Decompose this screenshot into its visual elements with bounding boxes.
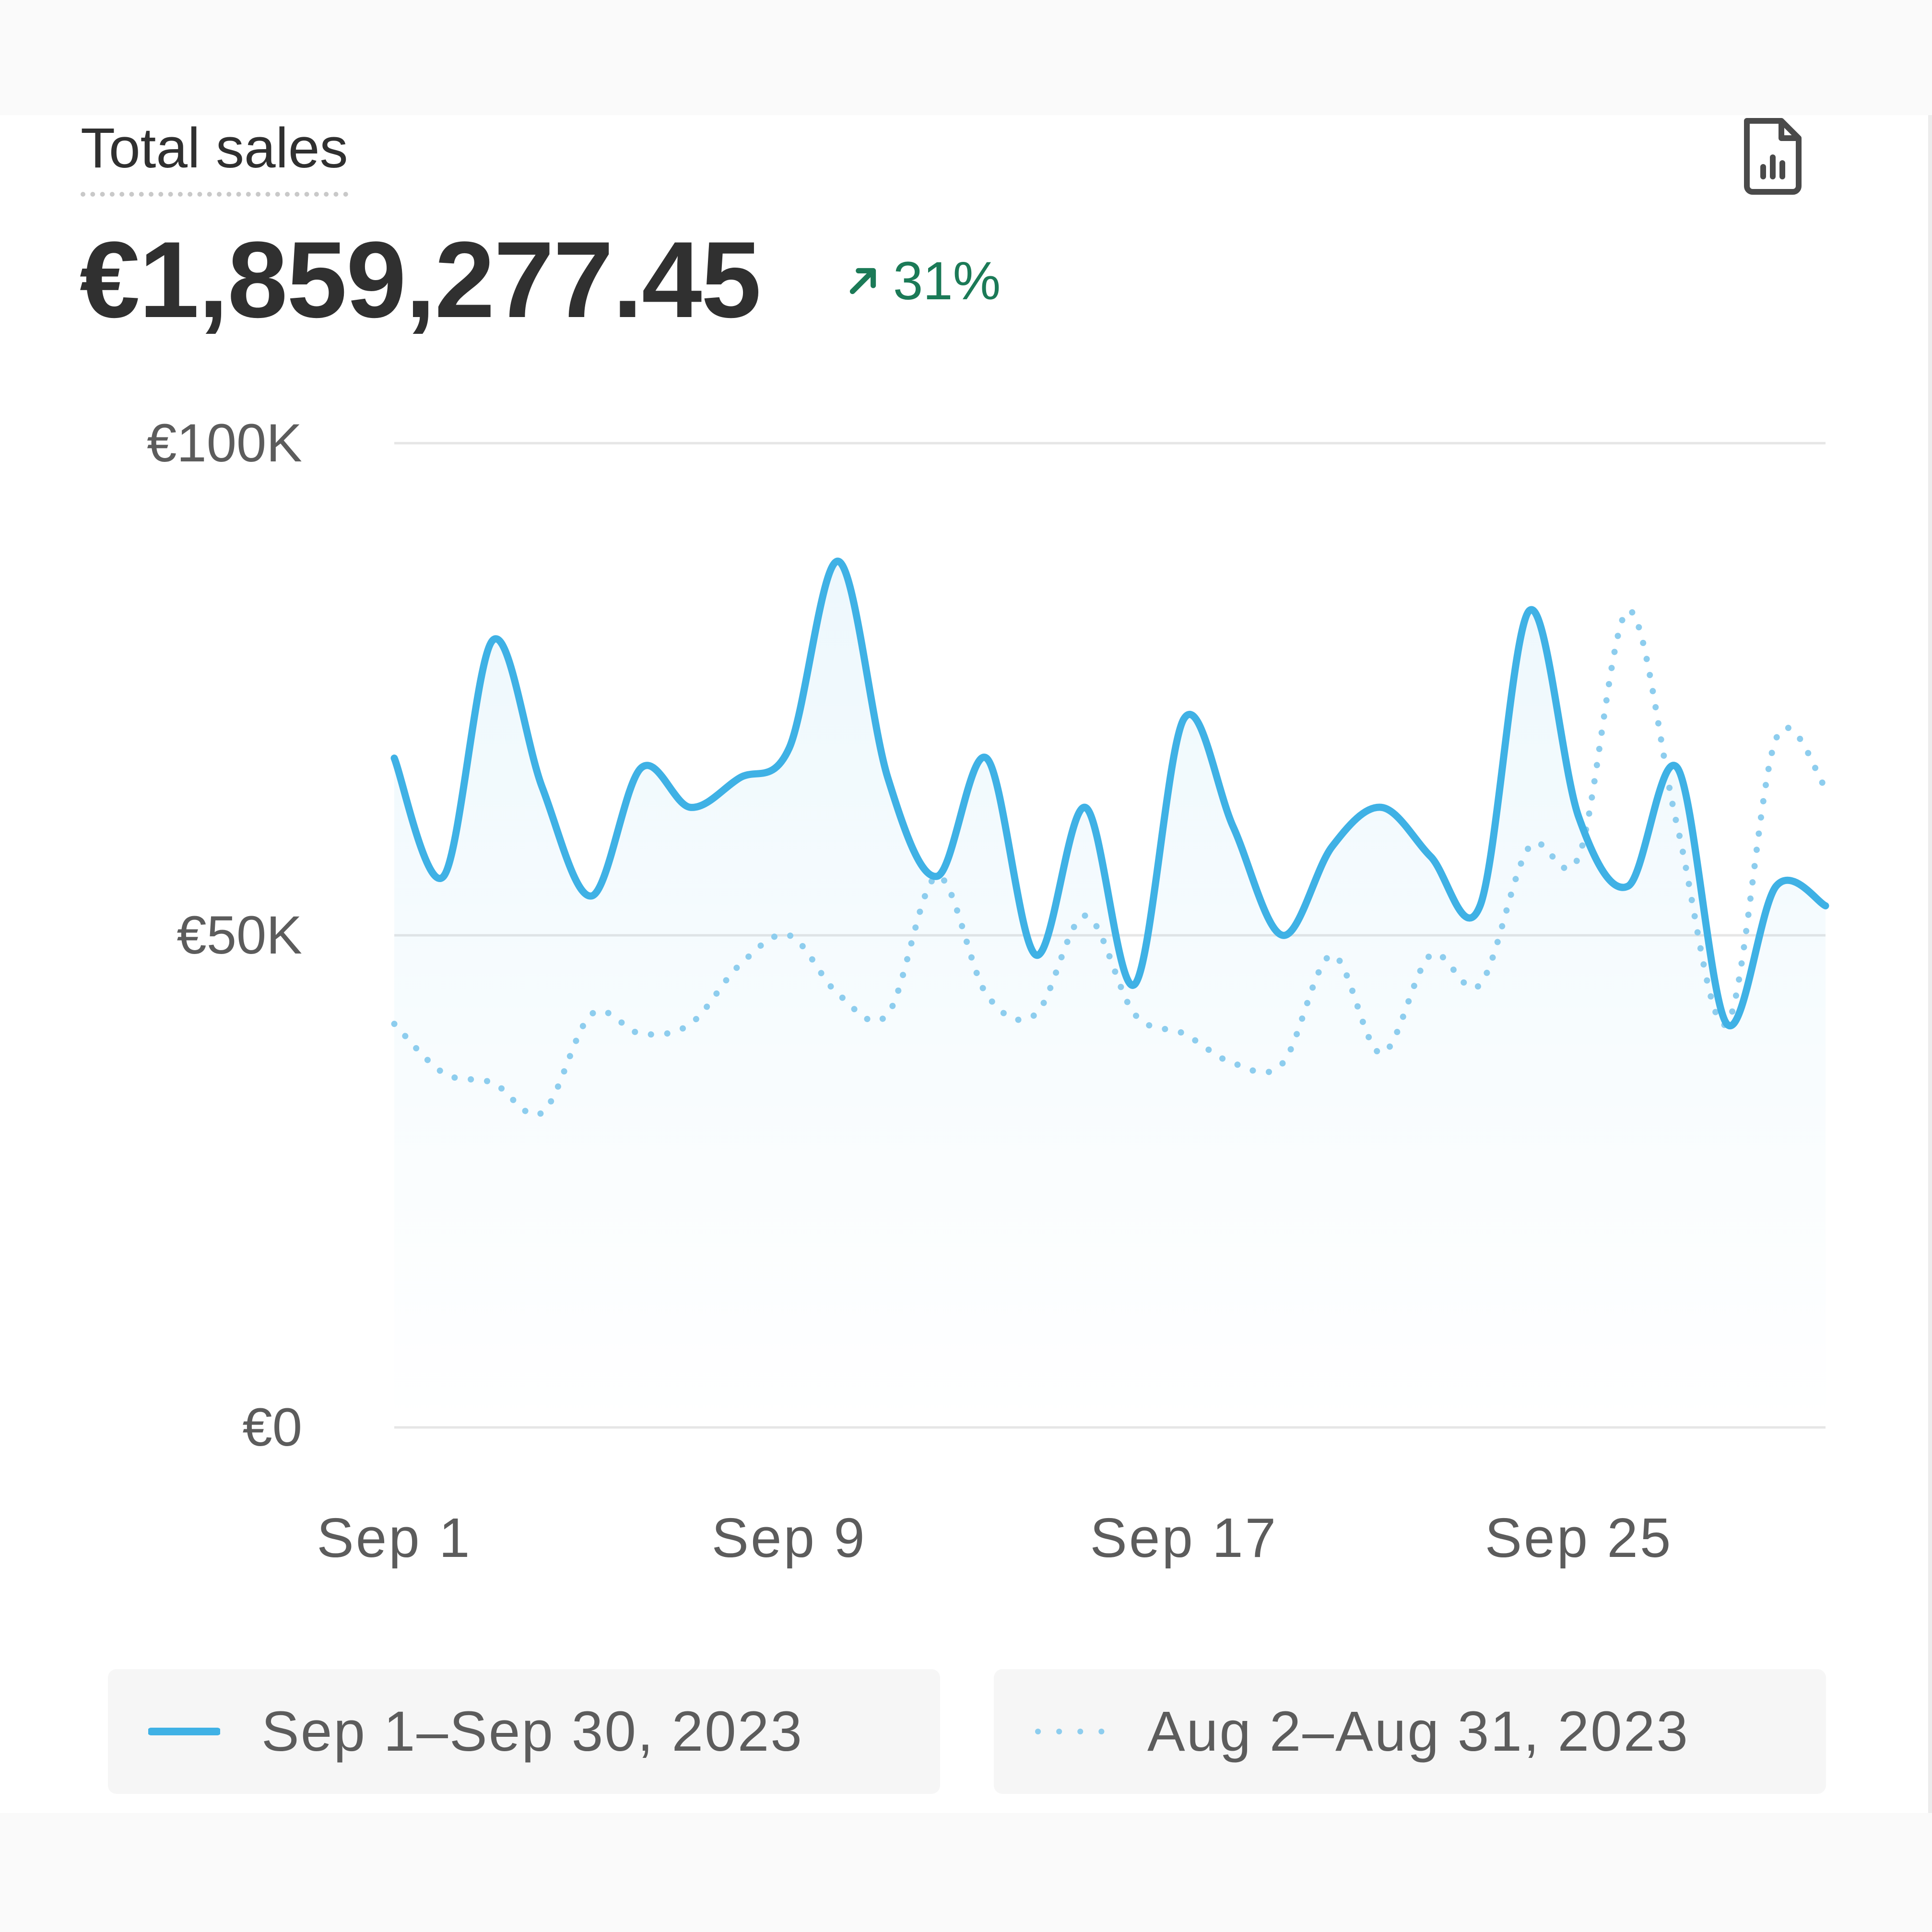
data-point-current	[1525, 606, 1534, 615]
data-point-comparison	[439, 1068, 448, 1078]
data-point-current	[784, 743, 794, 753]
data-point-current	[1179, 714, 1189, 724]
data-point-current	[834, 556, 843, 566]
legend-label-comparison: Aug 2–Aug 31, 2023	[1147, 1700, 1690, 1763]
data-point-current	[883, 773, 893, 783]
legend-item-comparison[interactable]: Aug 2–Aug 31, 2023	[994, 1669, 1826, 1794]
report-chart-icon[interactable]	[1739, 117, 1806, 196]
data-point-current	[1475, 901, 1485, 910]
data-point-current	[1821, 901, 1830, 910]
data-point-current	[1771, 881, 1781, 891]
data-point-current	[1228, 822, 1238, 832]
data-point-current	[1130, 980, 1139, 990]
data-point-comparison	[1377, 1048, 1386, 1058]
x-tick-label: Sep 25	[1485, 1507, 1673, 1569]
y-tick-label: €100K	[147, 413, 302, 473]
data-point-current	[685, 802, 695, 812]
series-line-comparison	[391, 607, 1829, 1118]
data-point-current	[389, 754, 399, 763]
data-point-comparison	[1821, 783, 1830, 792]
data-point-comparison	[587, 1009, 597, 1019]
x-tick-label: Sep 9	[712, 1507, 867, 1569]
data-point-comparison	[1130, 1009, 1139, 1019]
data-point-comparison	[1228, 1059, 1238, 1068]
series-line-current	[390, 557, 1829, 1029]
data-point-current	[1327, 842, 1337, 851]
data-point-comparison	[389, 1019, 399, 1029]
change-percent: 31%	[893, 251, 1001, 311]
legend-item-current[interactable]: Sep 1–Sep 30, 2023	[108, 1669, 940, 1794]
data-point-current	[982, 754, 991, 763]
data-point-comparison	[982, 990, 991, 999]
data-point-comparison	[932, 872, 942, 881]
y-tick-label: €50K	[177, 905, 302, 965]
data-point-current	[538, 783, 547, 792]
data-point-current	[1031, 950, 1041, 960]
data-point-comparison	[488, 1078, 498, 1088]
data-point-comparison	[1722, 1019, 1732, 1029]
arrow-up-right-icon	[849, 268, 876, 295]
data-point-comparison	[1179, 1029, 1189, 1038]
data-point-comparison	[1081, 911, 1090, 920]
data-point-comparison	[1278, 1059, 1287, 1068]
total-sales-value: €1,859,277.45	[80, 219, 761, 340]
data-point-current	[735, 773, 744, 783]
data-point-comparison	[1525, 842, 1534, 851]
data-point-comparison	[685, 1019, 695, 1029]
data-point-current	[1623, 881, 1633, 891]
data-point-comparison	[1771, 734, 1781, 743]
data-point-comparison	[1475, 980, 1485, 990]
data-point-comparison	[834, 990, 843, 999]
data-point-comparison	[636, 1029, 646, 1038]
data-point-comparison	[1574, 852, 1584, 861]
data-point-current	[636, 763, 646, 773]
data-point-comparison	[1426, 950, 1436, 960]
legend-label-current: Sep 1–Sep 30, 2023	[261, 1700, 804, 1763]
data-point-comparison	[883, 1009, 893, 1019]
data-point-current	[1278, 931, 1287, 940]
data-point-current	[1377, 802, 1386, 812]
data-point-comparison	[1327, 950, 1337, 960]
data-point-comparison	[1623, 606, 1633, 615]
data-point-comparison	[538, 1107, 547, 1117]
data-point-comparison	[1673, 822, 1682, 832]
data-point-current	[587, 891, 597, 901]
data-point-current	[1574, 813, 1584, 822]
data-point-comparison	[784, 931, 794, 940]
data-point-current	[1081, 802, 1090, 812]
card-title[interactable]: Total sales	[81, 120, 348, 197]
data-point-current	[1673, 763, 1682, 773]
y-tick-label: €0	[242, 1397, 302, 1457]
data-point-current	[488, 635, 498, 645]
x-tick-label: Sep 1	[317, 1507, 471, 1569]
data-point-current	[439, 872, 448, 881]
data-point-comparison	[1031, 1009, 1041, 1019]
x-tick-label: Sep 17	[1090, 1507, 1278, 1569]
solid-line-swatch	[148, 1728, 220, 1735]
series-area-current	[394, 561, 1826, 1427]
data-point-comparison	[735, 960, 744, 970]
data-point-current	[1426, 852, 1436, 861]
dotted-line-swatch	[1035, 1729, 1106, 1734]
change-indicator: 31%	[845, 254, 1001, 308]
